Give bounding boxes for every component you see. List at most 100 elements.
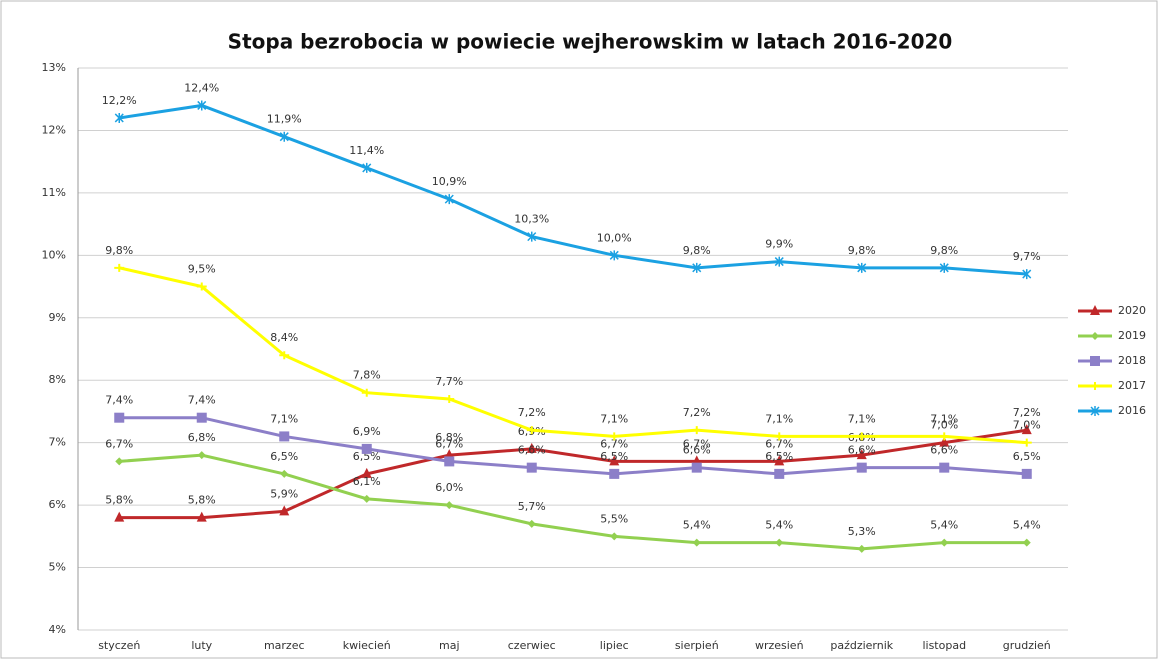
- legend-label: 2020: [1118, 304, 1146, 317]
- legend-label: 2019: [1118, 329, 1146, 342]
- data-label: 6,5%: [353, 450, 381, 463]
- data-label: 7,1%: [848, 412, 876, 425]
- marker: [775, 538, 784, 547]
- marker: [196, 282, 207, 291]
- chart-title: Stopa bezrobocia w powiecie wejherowskim…: [228, 30, 953, 54]
- data-label: 9,8%: [848, 244, 876, 257]
- y-tick-label: 10%: [42, 248, 66, 261]
- marker: [939, 432, 950, 441]
- marker: [691, 462, 702, 473]
- legend-marker: [1090, 406, 1100, 416]
- data-label: 7,7%: [435, 375, 463, 388]
- data-label: 11,4%: [349, 144, 384, 157]
- data-label: 10,3%: [514, 213, 549, 226]
- marker: [444, 456, 455, 467]
- data-label: 6,8%: [188, 431, 216, 444]
- marker: [279, 505, 290, 516]
- data-label: 5,4%: [1013, 519, 1041, 532]
- marker: [526, 462, 537, 473]
- data-label: 6,7%: [765, 437, 793, 450]
- data-label: 6,0%: [435, 481, 463, 494]
- y-tick-label: 7%: [49, 436, 66, 449]
- y-tick-label: 13%: [42, 61, 66, 74]
- marker: [114, 263, 125, 272]
- marker: [774, 432, 785, 441]
- data-label: 7,4%: [188, 394, 216, 407]
- marker: [527, 231, 537, 242]
- x-tick-label: wrzesień: [755, 639, 804, 652]
- data-label: 6,7%: [600, 437, 628, 450]
- series-line: [119, 428, 1027, 520]
- data-label: 5,8%: [105, 494, 133, 507]
- x-tick-label: luty: [191, 639, 212, 652]
- marker: [444, 194, 454, 205]
- marker: [197, 100, 207, 111]
- data-label: 9,8%: [105, 244, 133, 257]
- marker: [279, 131, 289, 142]
- marker: [1021, 468, 1032, 479]
- data-label: 7,0%: [930, 419, 958, 432]
- data-label: 5,5%: [600, 512, 628, 525]
- series-line: [119, 416, 1027, 476]
- data-label: 7,8%: [353, 369, 381, 382]
- marker: [362, 162, 372, 173]
- x-tick-label: listopad: [922, 639, 966, 652]
- y-tick-label: 9%: [49, 311, 66, 324]
- marker: [444, 394, 455, 403]
- x-tick-label: lipiec: [600, 639, 629, 652]
- marker: [115, 457, 124, 466]
- y-tick-label: 4%: [49, 623, 66, 636]
- marker: [1021, 438, 1032, 447]
- data-label: 9,8%: [930, 244, 958, 257]
- marker: [1022, 269, 1032, 280]
- legend-marker: [1091, 332, 1099, 340]
- data-label: 6,6%: [930, 444, 958, 457]
- marker: [609, 250, 619, 261]
- data-label: 5,4%: [930, 519, 958, 532]
- marker: [114, 112, 124, 123]
- marker: [774, 468, 785, 479]
- marker: [774, 455, 785, 466]
- marker: [361, 467, 372, 478]
- data-label: 6,9%: [353, 425, 381, 438]
- data-label: 10,9%: [432, 175, 467, 188]
- marker: [526, 426, 537, 435]
- marker: [609, 468, 620, 479]
- marker: [196, 511, 207, 522]
- x-tick-label: czerwiec: [508, 639, 556, 652]
- data-label: 7,1%: [765, 412, 793, 425]
- data-label: 12,2%: [102, 94, 137, 107]
- data-label: 7,2%: [1013, 406, 1041, 419]
- marker: [361, 388, 372, 397]
- marker: [692, 262, 702, 273]
- x-tick-label: kwiecień: [343, 639, 391, 652]
- y-tick-label: 5%: [49, 561, 66, 574]
- data-label: 6,7%: [435, 437, 463, 450]
- data-label: 10,0%: [597, 231, 632, 244]
- marker: [445, 501, 454, 510]
- data-label: 7,1%: [600, 412, 628, 425]
- marker: [114, 511, 125, 522]
- marker: [1021, 424, 1032, 435]
- marker: [939, 262, 949, 273]
- data-label: 5,9%: [270, 487, 298, 500]
- legend-marker: [1090, 356, 1100, 366]
- marker: [279, 351, 290, 360]
- marker: [362, 494, 371, 503]
- marker: [857, 544, 866, 553]
- data-label: 6,1%: [353, 475, 381, 488]
- y-tick-label: 11%: [42, 186, 66, 199]
- data-label: 6,5%: [765, 450, 793, 463]
- data-label: 11,9%: [267, 113, 302, 126]
- marker: [609, 455, 620, 466]
- x-tick-label: grudzień: [1003, 639, 1051, 652]
- data-label: 7,4%: [105, 394, 133, 407]
- data-label: 9,5%: [188, 263, 216, 276]
- data-label: 6,6%: [518, 444, 546, 457]
- data-label: 9,8%: [683, 244, 711, 257]
- data-label: 7,1%: [270, 412, 298, 425]
- data-label: 6,7%: [105, 437, 133, 450]
